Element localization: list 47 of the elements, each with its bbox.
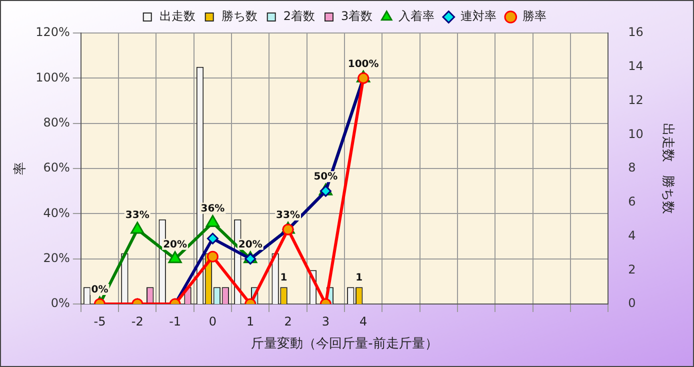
x-axis-title: 斤量変動（今回斤量-前走斤量） — [251, 336, 438, 352]
data-label: 33% — [276, 210, 300, 222]
x-tick-label: -2 — [131, 314, 144, 328]
legend-label: 出走数 — [159, 9, 196, 24]
y-tick-label: 0% — [50, 296, 70, 310]
data-label: 1 — [280, 272, 288, 284]
legend-label: 連対率 — [460, 9, 497, 24]
x-tick-label: 4 — [360, 314, 368, 328]
y-tick-label: 40% — [43, 206, 70, 220]
data-label: 50% — [314, 172, 338, 183]
x-tick-label: 1 — [246, 314, 254, 328]
y-tick-label: 20% — [43, 250, 70, 265]
data-label: 0% — [91, 284, 108, 296]
y-axis-title: 率 — [12, 162, 28, 175]
x-tick-label: -1 — [169, 314, 182, 328]
legend-label: 2着数 — [283, 9, 316, 24]
data-label: 20% — [163, 239, 188, 250]
data-label: 33% — [125, 210, 150, 222]
y2-tick-label: 8 — [628, 160, 636, 175]
x-tick-label: 2 — [284, 314, 292, 328]
data-label: 20% — [238, 239, 262, 250]
y2-tick-label: 12 — [628, 92, 644, 107]
y2-tick-label: 14 — [628, 59, 644, 73]
y2-tick-label: 4 — [628, 228, 636, 242]
legend-label: 勝ち数 — [221, 9, 258, 24]
y-tick-label: 60% — [43, 160, 70, 175]
y-tick-label: 120% — [36, 25, 70, 40]
point — [168, 251, 182, 264]
legend-label: 勝率 — [522, 9, 547, 24]
data-label: 1 — [356, 272, 363, 284]
y-tick-label: 100% — [36, 70, 70, 84]
legend-label: 3着数 — [341, 9, 373, 24]
x-tick-label: 0 — [208, 314, 217, 328]
legend-label: 入着率 — [398, 9, 435, 24]
y2-tick-label: 10 — [628, 126, 644, 141]
y2-tick-label: 16 — [628, 25, 644, 40]
y2-tick-label: 2 — [628, 262, 636, 276]
point — [206, 214, 220, 227]
y2-tick-label: 6 — [628, 194, 636, 208]
y-tick-label: 80% — [43, 115, 70, 130]
y2-axis-title: 出走数 勝ち数 — [660, 123, 675, 214]
data-label: 100% — [348, 58, 379, 70]
x-tick-label: -5 — [94, 314, 106, 328]
x-tick-label: 3 — [322, 314, 330, 328]
data-label: 36% — [200, 203, 225, 214]
point — [130, 222, 144, 234]
y2-tick-label: 0 — [628, 296, 636, 310]
